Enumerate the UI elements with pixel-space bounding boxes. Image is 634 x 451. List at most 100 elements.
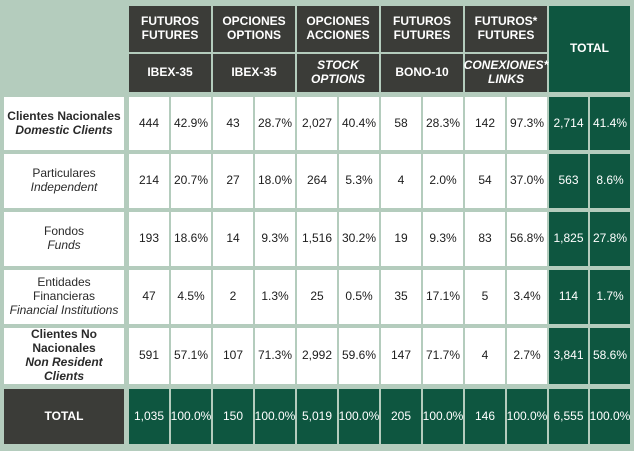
value-cell: 1,516 (297, 212, 337, 266)
value-cell: 40.4% (339, 97, 379, 150)
value-cell: 19 (381, 212, 421, 266)
header-group-sub-0: IBEX-35 (129, 54, 211, 92)
value-cell: 264 (297, 154, 337, 208)
header-group-sub-1: IBEX-35 (213, 54, 295, 92)
header-group-0: FUTUROS FUTURES (129, 6, 211, 52)
header-group-sub-line: CONEXIONES* (463, 58, 549, 73)
value-cell: 56.8% (507, 212, 547, 266)
row-label-es: Clientes No Nacionales (30, 327, 97, 356)
value-cell: 4.5% (171, 270, 211, 324)
header-group-title-line: OPCIONES (306, 14, 370, 29)
value-cell: 28.7% (255, 97, 295, 150)
header-group-sub-4: CONEXIONES* LINKS (463, 54, 549, 92)
value-cell: 43 (213, 97, 253, 150)
header-group-2: OPCIONES ACCIONES (297, 6, 379, 52)
value-cell: 2.7% (507, 328, 547, 384)
value-cell: 9.3% (255, 212, 295, 266)
value-cell: 71.3% (255, 328, 295, 384)
value-cell: 37.0% (507, 154, 547, 208)
footer-value-cell: 205 (381, 389, 421, 444)
value-cell: 14 (213, 212, 253, 266)
header-group-title-line: FUTUROS* (474, 14, 538, 29)
total-cell: 41.4% (590, 97, 630, 150)
value-cell: 59.6% (339, 328, 379, 384)
value-cell: 214 (129, 154, 169, 208)
value-cell: 2 (213, 270, 253, 324)
value-cell: 4 (381, 154, 421, 208)
value-cell: 18.6% (171, 212, 211, 266)
value-cell: 42.9% (171, 97, 211, 150)
header-group-title-line: OPTIONS (226, 28, 281, 42)
value-cell: 47 (129, 270, 169, 324)
footer-value-cell: 100.0% (507, 389, 547, 444)
footer-value-cell: 100.0% (423, 389, 463, 444)
footer-value-cell: 5,019 (297, 389, 337, 444)
header-group-sub-line: BONO-10 (395, 65, 449, 80)
footer-total-cell: 100.0% (590, 389, 630, 444)
row-label-en: Funds (47, 238, 81, 252)
header-total-label: TOTAL (570, 41, 609, 56)
value-cell: 2,027 (297, 97, 337, 150)
value-cell: 27 (213, 154, 253, 208)
row-label-es: Particulares (32, 166, 96, 181)
row-label: Particulares Independent (4, 154, 124, 208)
header-group-sub-line: LINKS (488, 72, 524, 86)
total-cell: 3,841 (549, 328, 588, 384)
row-label-es: Entidades Financieras (32, 275, 96, 304)
row-label: Clientes No Nacionales Non Resident Clien… (4, 328, 124, 384)
footer-value-cell: 146 (465, 389, 505, 444)
header-group-sub-line: IBEX-35 (147, 65, 193, 80)
header-group-sub-2: STOCK OPTIONS (297, 54, 379, 92)
value-cell: 58 (381, 97, 421, 150)
value-cell: 25 (297, 270, 337, 324)
value-cell: 35 (381, 270, 421, 324)
value-cell: 17.1% (423, 270, 463, 324)
value-cell: 30.2% (339, 212, 379, 266)
header-group-4: FUTUROS* FUTURES (465, 6, 547, 52)
header-group-title-line: OPCIONES (222, 14, 286, 29)
footer-total-label: TOTAL (4, 389, 124, 444)
value-cell: 5.3% (339, 154, 379, 208)
header-group-sub-3: BONO-10 (381, 54, 463, 92)
footer-total-cell: 6,555 (549, 389, 588, 444)
value-cell: 97.3% (507, 97, 547, 150)
header-group-sub-line: STOCK (317, 58, 359, 73)
value-cell: 20.7% (171, 154, 211, 208)
value-cell: 107 (213, 328, 253, 384)
value-cell: 3.4% (507, 270, 547, 324)
value-cell: 147 (381, 328, 421, 384)
footer-value-cell: 1,035 (129, 389, 169, 444)
row-label-en: Financial Institutions (9, 302, 119, 317)
value-cell: 28.3% (423, 97, 463, 150)
total-cell: 563 (549, 154, 588, 208)
row-label: Fondos Funds (4, 212, 124, 266)
row-label-en: Non Resident Clients (25, 355, 103, 383)
total-cell: 114 (549, 270, 588, 324)
header-group-title-line: ACCIONES (306, 28, 370, 42)
row-label: Entidades Financieras Financial Instituti… (4, 270, 124, 324)
value-cell: 0.5% (339, 270, 379, 324)
value-cell: 71.7% (423, 328, 463, 384)
header-group-sub-line: OPTIONS (310, 72, 365, 86)
header-group-3: FUTUROS FUTURES (381, 6, 463, 52)
row-label-en: Domestic Clients (15, 122, 113, 137)
header-group-1: OPCIONES OPTIONS (213, 6, 295, 52)
footer-value-cell: 100.0% (255, 389, 295, 444)
value-cell: 9.3% (423, 212, 463, 266)
total-cell: 58.6% (590, 328, 630, 384)
total-cell: 27.8% (590, 212, 630, 266)
total-cell: 1.7% (590, 270, 630, 324)
footer-value-cell: 100.0% (171, 389, 211, 444)
value-cell: 142 (465, 97, 505, 150)
header-group-title-line: FUTURES (477, 28, 535, 42)
value-cell: 57.1% (171, 328, 211, 384)
value-cell: 4 (465, 328, 505, 384)
row-label-es: Fondos (43, 224, 85, 239)
row-label: Clientes Nacionales Domestic Clients (4, 97, 124, 150)
value-cell: 83 (465, 212, 505, 266)
footer-value-cell: 100.0% (339, 389, 379, 444)
value-cell: 54 (465, 154, 505, 208)
value-cell: 2.0% (423, 154, 463, 208)
total-cell: 1,825 (549, 212, 588, 266)
header-group-title-line: FUTURES (141, 28, 199, 42)
